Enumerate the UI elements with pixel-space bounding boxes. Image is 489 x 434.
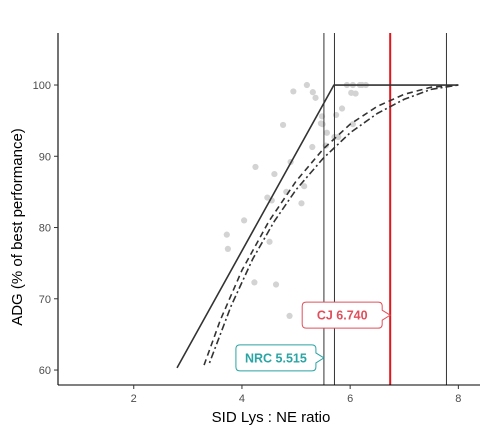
y-tick-label: 90 (39, 151, 51, 163)
x-tick-label: 6 (347, 393, 353, 405)
data-point (279, 121, 287, 129)
data-point (323, 129, 330, 136)
y-axis-title: ADG (% of best performance) (9, 128, 26, 326)
x-axis-title: SID Lys : NE ratio (212, 409, 331, 426)
data-point (252, 163, 259, 171)
data-point (271, 170, 278, 178)
data-point (301, 183, 308, 190)
series-line-solid (176, 84, 459, 369)
x-tick-label: 2 (131, 393, 137, 405)
data-point (338, 105, 346, 112)
data-point (298, 200, 305, 207)
y-tick-label: 60 (39, 365, 51, 377)
y-tick-label: 70 (39, 294, 51, 306)
x-tick-label: 8 (455, 393, 461, 405)
y-tick-label: 80 (39, 223, 51, 235)
data-point (290, 88, 297, 95)
data-point (251, 279, 258, 286)
data-point (312, 94, 319, 101)
data-point (332, 111, 340, 119)
data-point (241, 217, 248, 224)
axes: 2 4 6 8 60 70 80 90 100 (33, 33, 480, 405)
plot-area: CJ 6.740 NRC 5.515 (176, 33, 459, 385)
data-point (272, 281, 280, 288)
data-point (352, 90, 359, 97)
annotation-box (301, 301, 392, 329)
annotation-box (235, 344, 325, 372)
annotation-label: NRC 5.515 (245, 351, 307, 365)
y-tick-label: 100 (33, 80, 51, 92)
data-point (303, 81, 310, 89)
data-point (309, 143, 316, 151)
data-point (266, 238, 273, 245)
data-point (224, 245, 231, 253)
series-line-dotdash (208, 84, 459, 364)
data-point (286, 312, 293, 319)
x-tick-label: 4 (239, 393, 245, 405)
data-point (349, 121, 356, 128)
data-point (335, 133, 342, 141)
series-line-dashed (203, 84, 459, 366)
data-point (309, 89, 316, 96)
annotation-label: CJ 6.740 (317, 309, 368, 323)
data-point (223, 231, 230, 238)
data-point (319, 121, 326, 128)
